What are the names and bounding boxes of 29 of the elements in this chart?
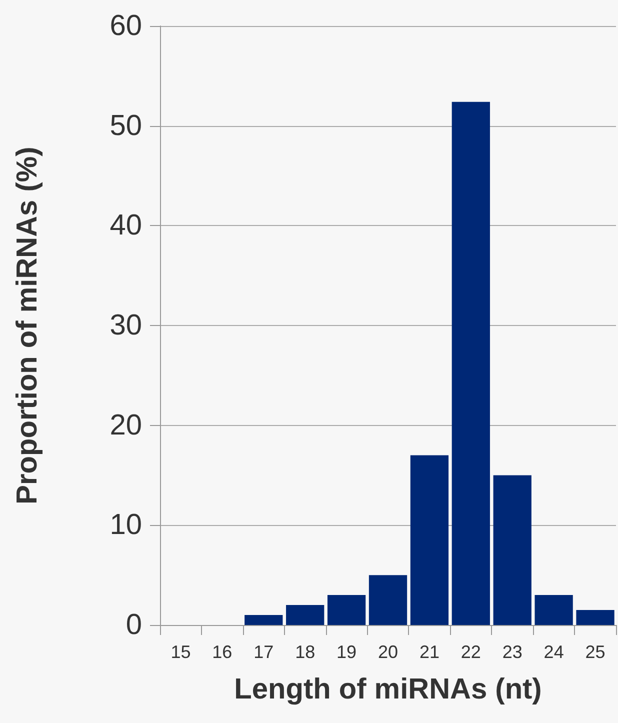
y-axis-title: Proportion of miRNAs (%) bbox=[12, 146, 44, 504]
y-tick-label: 50 bbox=[110, 110, 142, 142]
x-tick-label: 22 bbox=[460, 642, 481, 662]
bar bbox=[410, 455, 449, 625]
x-tick-label: 21 bbox=[419, 642, 440, 662]
y-tick-label: 30 bbox=[110, 310, 142, 342]
y-tick-label: 10 bbox=[110, 509, 142, 542]
bar bbox=[286, 605, 324, 625]
x-tick-label: 17 bbox=[254, 642, 274, 662]
x-tick-label: 18 bbox=[295, 642, 316, 662]
x-tick-label: 23 bbox=[502, 642, 522, 662]
bar bbox=[452, 102, 490, 625]
x-tick-label: 19 bbox=[336, 642, 357, 662]
bar bbox=[576, 610, 614, 625]
x-tick-label: 24 bbox=[544, 642, 564, 662]
bar bbox=[534, 595, 573, 625]
bar bbox=[327, 595, 366, 625]
x-tick-label: 15 bbox=[170, 642, 191, 662]
x-tick-label: 25 bbox=[585, 642, 606, 662]
y-tick-label: 40 bbox=[110, 210, 142, 242]
y-tick-label: 0 bbox=[126, 609, 142, 641]
x-tick-label: 20 bbox=[378, 642, 398, 662]
bar bbox=[244, 615, 283, 625]
bar bbox=[368, 575, 408, 625]
x-tick-label: 16 bbox=[212, 642, 232, 662]
y-tick-label: 20 bbox=[110, 409, 142, 442]
y-tick-label: 60 bbox=[110, 10, 142, 42]
x-axis-title: Length of miRNAs (nt) bbox=[234, 674, 542, 706]
bar bbox=[493, 475, 532, 625]
